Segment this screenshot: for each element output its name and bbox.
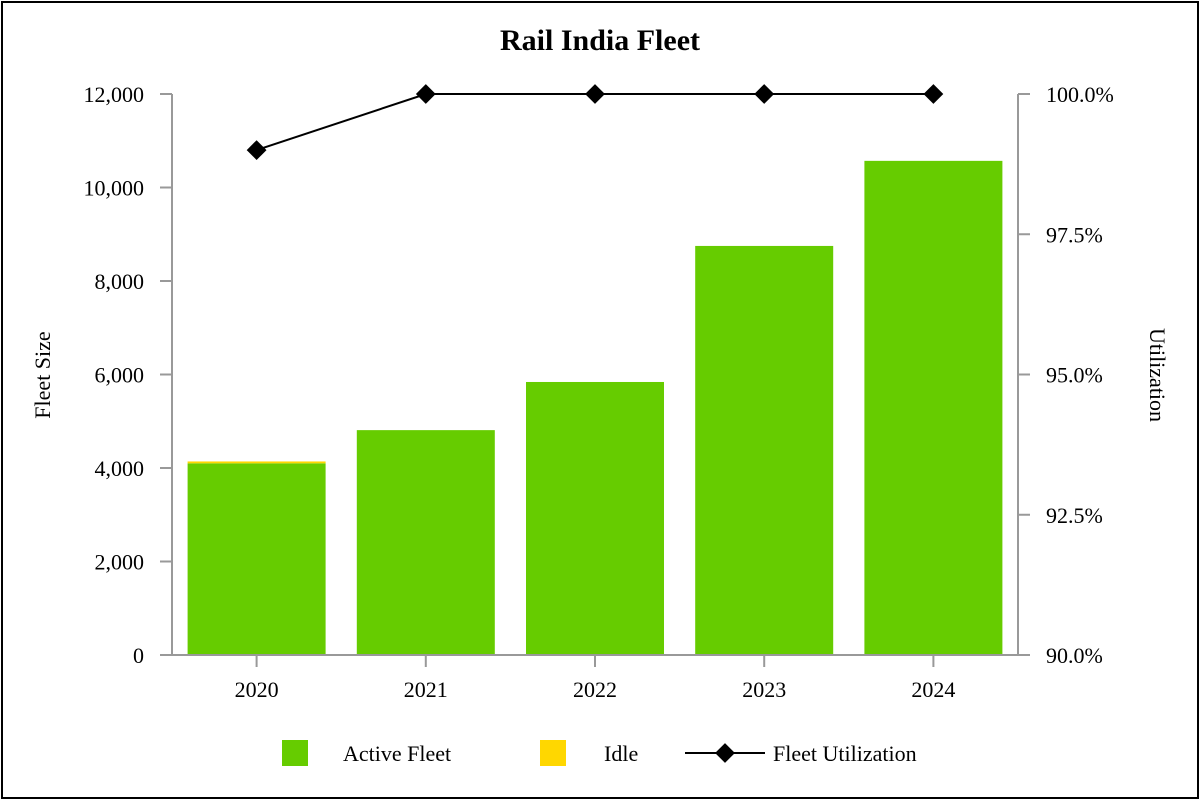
y2-tick-label: 100.0%: [1046, 82, 1114, 107]
x-tick-label: 2024: [911, 677, 955, 702]
y-tick-label: 6,000: [95, 363, 145, 388]
bar-idle-2020: [187, 461, 326, 464]
y2-tick-label: 97.5%: [1046, 222, 1103, 247]
legend-swatch-idle: [540, 740, 566, 766]
legend: Active Fleet Idle Fleet Utilization: [282, 740, 917, 766]
y-tick-label: 2,000: [95, 550, 145, 575]
bar-active-fleet-2022: [526, 381, 664, 655]
x-tick-label: 2021: [404, 677, 448, 702]
legend-marker-utilization: [715, 743, 735, 763]
utilization-point-2024: [923, 84, 944, 104]
x-tick-label: 2023: [742, 677, 786, 702]
legend-label-active: Active Fleet: [343, 741, 451, 766]
x-tick-label: 2022: [573, 677, 617, 702]
y-axis-label: Fleet Size: [30, 331, 55, 418]
y-tick-label: 8,000: [95, 269, 145, 294]
bar-active-fleet-2021: [356, 430, 495, 655]
y2-tick-label: 95.0%: [1046, 363, 1103, 388]
bar-active-fleet-2023: [695, 245, 834, 655]
bar-active-fleet-2024: [864, 160, 1003, 656]
utilization-point-2021: [415, 84, 436, 104]
chart-title: Rail India Fleet: [500, 24, 700, 57]
y2-tick-label: 90.0%: [1046, 643, 1103, 668]
bar-active-fleet-2020: [187, 463, 326, 655]
y2-tick-label: 92.5%: [1046, 503, 1103, 528]
legend-swatch-active: [282, 740, 308, 766]
utilization-point-2023: [754, 84, 775, 104]
y2-axis-label: Utilization: [1145, 328, 1170, 422]
y-tick-label: 10,000: [84, 176, 145, 201]
utilization-point-2022: [585, 84, 605, 104]
utilization-point-2020: [246, 140, 267, 160]
legend-label-idle: Idle: [604, 741, 638, 766]
y-tick-label: 0: [133, 643, 144, 668]
x-tick-label: 2020: [235, 677, 279, 702]
y-tick-label: 12,000: [84, 82, 145, 107]
y-tick-label: 4,000: [95, 456, 145, 481]
legend-label-utilization: Fleet Utilization: [773, 741, 917, 766]
